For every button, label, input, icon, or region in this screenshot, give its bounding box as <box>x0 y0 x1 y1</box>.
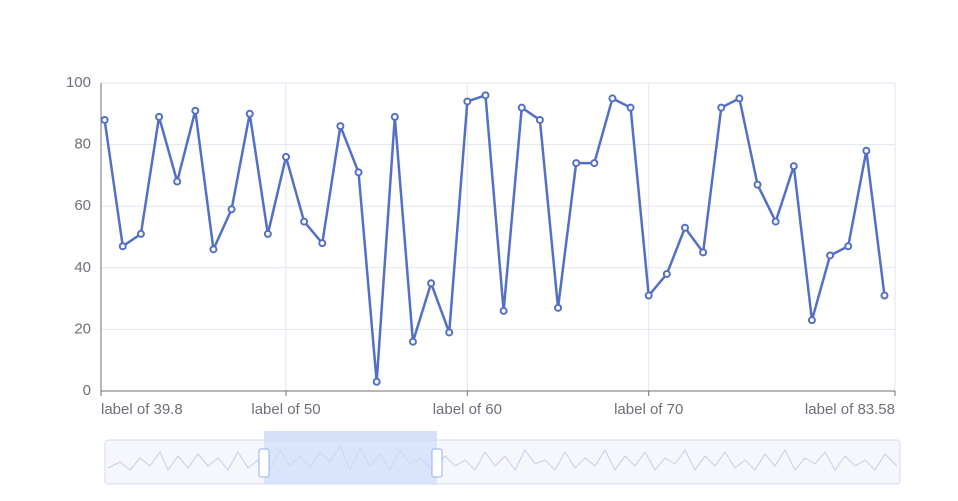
data-point <box>318 239 327 248</box>
data-point <box>554 303 563 312</box>
data-point <box>826 251 835 260</box>
data-point <box>517 103 526 112</box>
y-tick-label: 20 <box>74 320 91 337</box>
slider-move-bar[interactable] <box>264 431 437 440</box>
data-point <box>572 159 581 168</box>
data-point <box>136 229 145 238</box>
slider-preview <box>107 444 898 472</box>
data-point <box>880 291 889 300</box>
data-point <box>263 229 272 238</box>
data-point <box>662 269 671 278</box>
data-point <box>408 337 417 346</box>
data-point <box>789 162 798 171</box>
slider-handle-left[interactable] <box>258 448 270 478</box>
data-point <box>717 103 726 112</box>
data-point <box>245 109 254 118</box>
y-tick-label: 60 <box>74 197 91 214</box>
y-tick-label: 100 <box>66 74 91 91</box>
data-point <box>100 115 109 124</box>
data-point <box>481 91 490 100</box>
y-tick-label: 40 <box>74 259 91 276</box>
data-point <box>155 112 164 121</box>
data-point <box>227 205 236 214</box>
x-tick-label: label of 70 <box>614 401 683 418</box>
data-point <box>844 242 853 251</box>
data-point <box>354 168 363 177</box>
data-point <box>680 223 689 232</box>
data-point <box>427 279 436 288</box>
x-tick-label: label of 83.58 <box>805 401 895 418</box>
data-zoom-slider[interactable] <box>104 431 901 485</box>
series-line <box>103 94 886 384</box>
data-point <box>191 106 200 115</box>
data-point <box>626 103 635 112</box>
data-point <box>445 328 454 337</box>
data-point <box>644 291 653 300</box>
slider-handle-right[interactable] <box>431 448 443 478</box>
data-point <box>771 217 780 226</box>
data-point <box>336 122 345 131</box>
data-point <box>807 316 816 325</box>
data-point <box>209 245 218 254</box>
data-point <box>590 159 599 168</box>
data-point <box>463 97 472 106</box>
data-point <box>499 306 508 315</box>
data-point <box>281 152 290 161</box>
data-point <box>173 177 182 186</box>
slider-track[interactable] <box>104 439 901 485</box>
data-point <box>753 180 762 189</box>
data-point <box>372 377 381 386</box>
data-point <box>118 242 127 251</box>
y-tick-label: 0 <box>83 382 91 399</box>
x-tick-label: label of 60 <box>433 401 502 418</box>
data-point <box>390 112 399 121</box>
data-point <box>535 115 544 124</box>
data-point <box>699 248 708 257</box>
x-tick-label: label of 39.8 <box>101 401 183 418</box>
data-point <box>300 217 309 226</box>
data-point <box>608 94 617 103</box>
slider-selection[interactable] <box>264 440 437 484</box>
data-point <box>862 146 871 155</box>
y-tick-label: 80 <box>74 136 91 153</box>
x-tick-label: label of 50 <box>251 401 320 418</box>
data-point <box>735 94 744 103</box>
